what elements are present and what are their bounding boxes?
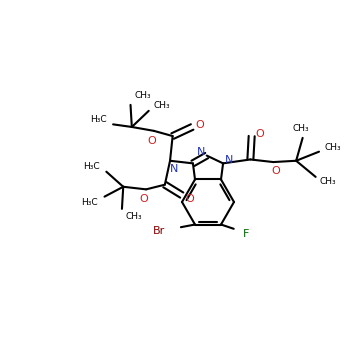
Text: O: O bbox=[271, 166, 280, 176]
Text: CH₃: CH₃ bbox=[126, 212, 142, 221]
Text: N: N bbox=[170, 164, 178, 174]
Text: CH₃: CH₃ bbox=[292, 124, 309, 133]
Text: H₃C: H₃C bbox=[81, 198, 98, 207]
Text: CH₃: CH₃ bbox=[319, 177, 336, 187]
Text: O: O bbox=[140, 194, 148, 204]
Text: CH₃: CH₃ bbox=[325, 143, 341, 152]
Text: CH₃: CH₃ bbox=[134, 91, 151, 100]
Text: F: F bbox=[243, 229, 249, 239]
Text: Br: Br bbox=[153, 226, 165, 236]
Text: N: N bbox=[225, 155, 233, 165]
Text: O: O bbox=[148, 136, 156, 146]
Text: CH₃: CH₃ bbox=[153, 102, 170, 110]
Text: H₃C: H₃C bbox=[83, 162, 100, 171]
Text: O: O bbox=[186, 194, 194, 204]
Text: N: N bbox=[196, 147, 205, 156]
Text: H₃C: H₃C bbox=[90, 115, 106, 124]
Text: O: O bbox=[255, 129, 264, 139]
Text: O: O bbox=[196, 120, 204, 130]
